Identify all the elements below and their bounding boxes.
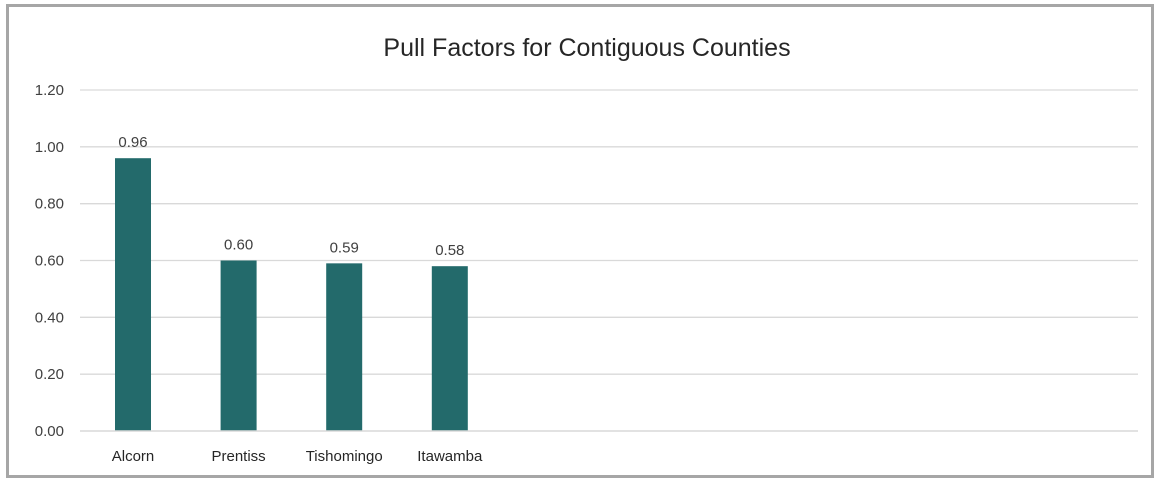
- x-axis-categories: Alcorn Prentiss Tishomingo Itawamba: [112, 448, 483, 465]
- y-tick-label: 0.80: [35, 196, 64, 213]
- y-tick-label: 0.60: [35, 253, 64, 270]
- y-tick-label: 0.20: [35, 366, 64, 383]
- category-label: Tishomingo: [306, 448, 383, 465]
- chart-title: Pull Factors for Contiguous Counties: [383, 34, 790, 62]
- y-tick-label: 1.00: [35, 139, 64, 156]
- bar-tishomingo: [326, 263, 363, 431]
- data-label: 0.60: [224, 237, 253, 254]
- bar-alcorn: [115, 158, 151, 431]
- data-labels: 0.96 0.60 0.59 0.58: [118, 134, 464, 259]
- data-label: 0.59: [330, 239, 359, 256]
- bar-itawamba: [431, 266, 468, 431]
- category-label: Prentiss: [212, 448, 266, 465]
- bars: [115, 158, 468, 431]
- chart-frame: [6, 4, 1154, 478]
- data-label: 0.58: [435, 242, 464, 259]
- y-tick-label: 0.00: [35, 423, 64, 440]
- category-label: Itawamba: [417, 448, 483, 465]
- y-tick-label: 0.40: [35, 309, 64, 326]
- y-tick-label: 1.20: [35, 82, 64, 99]
- bar-prentiss: [220, 260, 257, 431]
- data-label: 0.96: [118, 134, 147, 151]
- y-axis-ticks: 0.00 0.20 0.40 0.60 0.80 1.00 1.20: [35, 82, 64, 440]
- category-label: Alcorn: [112, 448, 155, 465]
